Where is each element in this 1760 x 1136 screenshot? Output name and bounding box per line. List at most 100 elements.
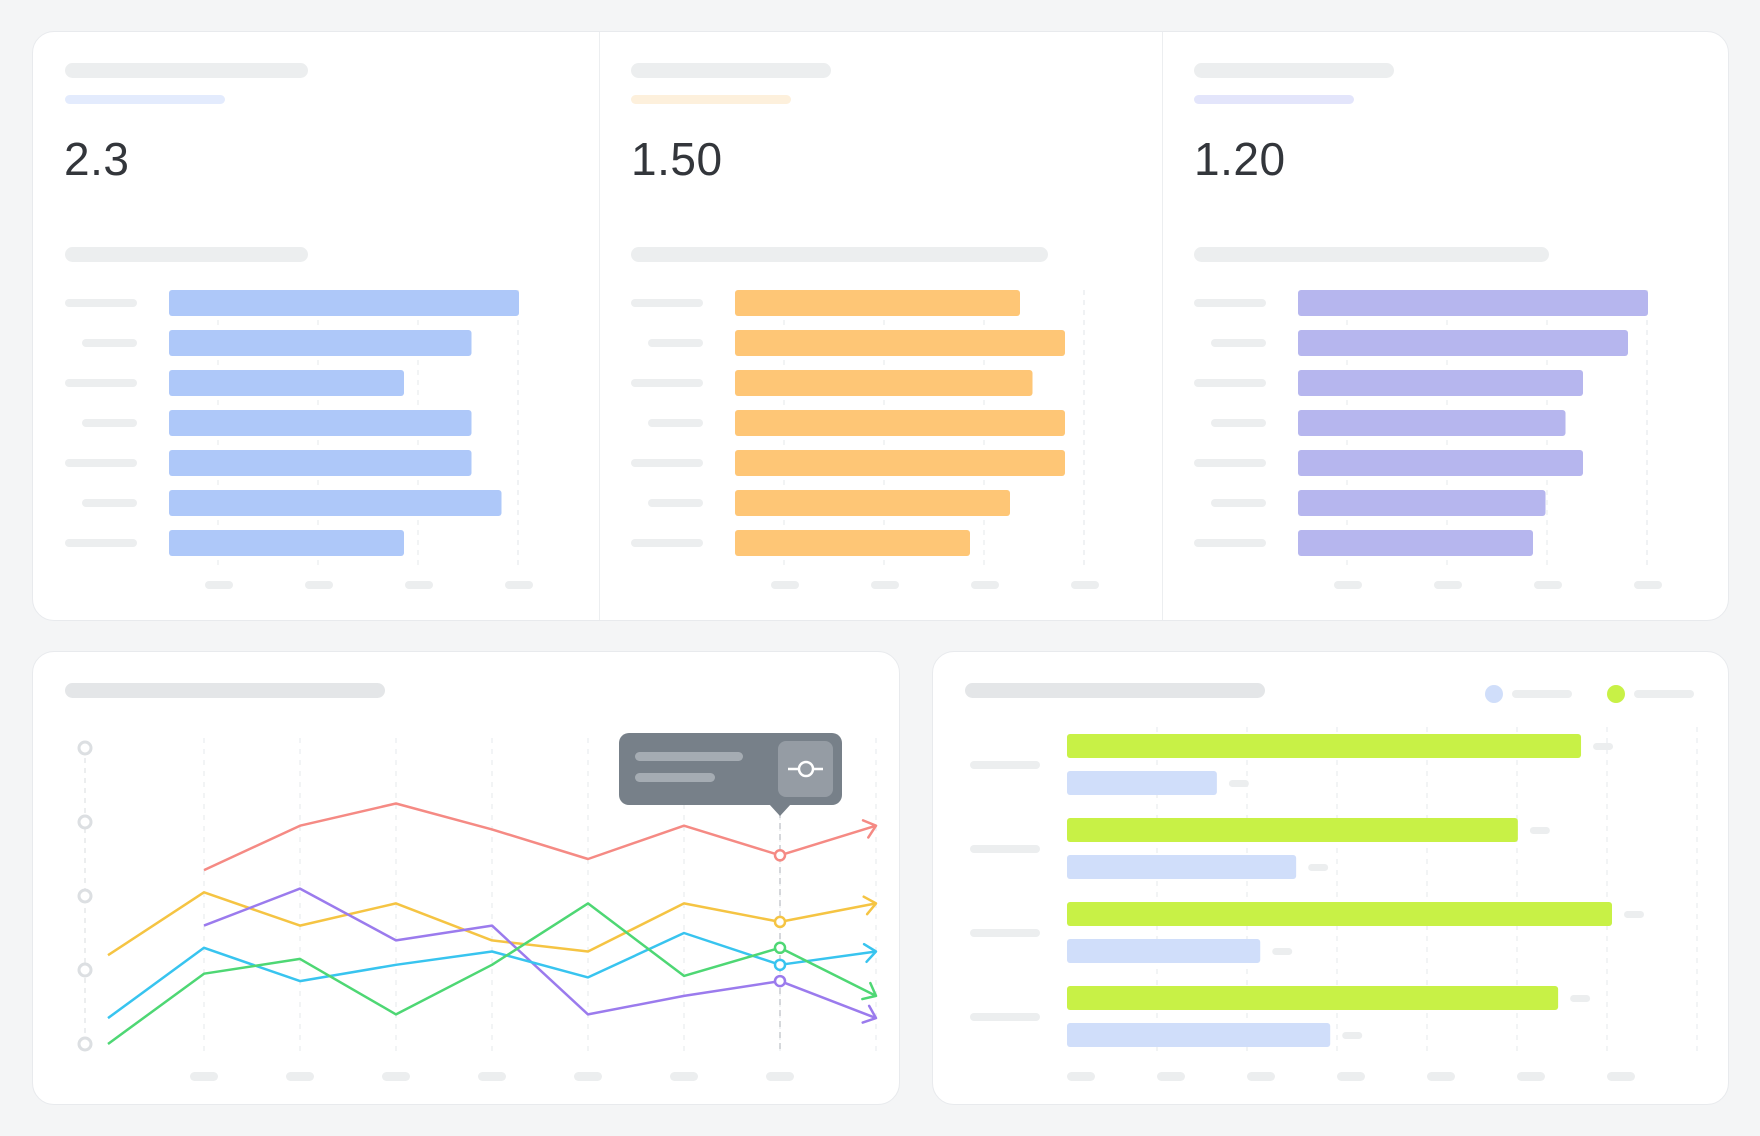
x-tick-label (286, 1072, 314, 1081)
x-tick-label (382, 1072, 410, 1081)
bar (169, 530, 404, 556)
bar (1298, 530, 1533, 556)
x-tick-label (1634, 581, 1662, 589)
y-tick-label (631, 539, 703, 547)
bar (1298, 290, 1648, 316)
bar (735, 290, 1020, 316)
y-tick-label (1194, 459, 1266, 467)
x-tick-label (871, 581, 899, 589)
bar-value-label (1272, 948, 1293, 955)
y-tick-label (1211, 499, 1266, 507)
bar (1067, 986, 1559, 1010)
bar (735, 490, 1010, 516)
bar (1067, 818, 1518, 842)
legend-swatch (1607, 685, 1625, 703)
x-tick-label (1071, 581, 1099, 589)
y-tick-label (1194, 379, 1266, 387)
y-tick-label (1194, 539, 1266, 547)
grouped-bar-chart (965, 683, 1698, 1081)
bar (1067, 771, 1217, 795)
series-arrow (861, 1004, 878, 1024)
y-tick-label (65, 459, 137, 467)
y-tick-label (970, 1013, 1040, 1021)
x-tick-label (190, 1072, 218, 1081)
y-tick-label (970, 845, 1040, 853)
x-tick-label (574, 1072, 602, 1081)
x-tick-label (405, 581, 433, 589)
x-tick-label (505, 581, 533, 589)
bar-value-label (1624, 911, 1644, 918)
bar-value-label (1593, 743, 1614, 750)
y-tick-label (1211, 419, 1266, 427)
x-tick-label (478, 1072, 506, 1081)
y-tick-marker (77, 1036, 93, 1052)
chart-title (65, 683, 385, 698)
line-chart-card (32, 651, 900, 1105)
panel-accent-line (631, 95, 791, 104)
bar (1298, 410, 1566, 436)
line-chart (65, 683, 878, 1081)
bar (169, 290, 519, 316)
chart-title (965, 683, 1265, 698)
bar-value-label (1570, 995, 1591, 1002)
tooltip-text-line (635, 773, 715, 782)
x-tick-label (1534, 581, 1562, 589)
series-arrow (861, 819, 878, 839)
chart-title (65, 247, 308, 262)
panel-accent-line (65, 95, 225, 104)
kpi-value: 1.50 (631, 133, 723, 185)
y-tick-label (82, 339, 137, 347)
kpi-bar-charts (65, 63, 1662, 589)
bar-value-label (1228, 780, 1249, 787)
series-arrow (862, 895, 878, 916)
tooltip-text-line (635, 752, 743, 761)
y-tick-marker (77, 888, 93, 904)
bar (1067, 1023, 1331, 1047)
bar (1298, 450, 1583, 476)
bar (169, 490, 502, 516)
y-tick-label (648, 419, 703, 427)
y-tick-label (648, 339, 703, 347)
x-tick-label (1434, 581, 1462, 589)
y-tick-label (82, 499, 137, 507)
bar (169, 410, 472, 436)
data-point-marker (773, 974, 787, 988)
data-point-marker (773, 915, 787, 929)
x-tick-label (766, 1072, 794, 1081)
x-tick-label (1247, 1072, 1275, 1081)
series-line (107, 902, 877, 1046)
bar (1298, 330, 1628, 356)
x-tick-label (1067, 1072, 1095, 1081)
x-tick-label (1334, 581, 1362, 589)
tooltip (619, 733, 842, 816)
panel-title (65, 63, 308, 78)
bar (735, 410, 1065, 436)
panel-divider (599, 32, 600, 620)
y-tick-label (970, 761, 1040, 769)
series-line (203, 802, 877, 872)
x-tick-label (1337, 1072, 1365, 1081)
kpi-value: 1.20 (1194, 133, 1286, 185)
series-line (107, 931, 877, 1020)
legend-label (1512, 690, 1572, 698)
x-tick-label (1607, 1072, 1635, 1081)
x-tick-label (305, 581, 333, 589)
bar (1298, 370, 1583, 396)
y-tick-label (631, 459, 703, 467)
y-tick-label (970, 929, 1040, 937)
y-tick-label (1211, 339, 1266, 347)
bar (1067, 855, 1297, 879)
x-tick-label (205, 581, 233, 589)
bar (169, 370, 404, 396)
tooltip-pointer (769, 804, 791, 816)
chart-title (631, 247, 1048, 262)
y-tick-label (631, 299, 703, 307)
kpi-value: 2.3 (64, 133, 130, 185)
bar (735, 530, 970, 556)
bar-value-label (1342, 1032, 1363, 1039)
y-tick-label (65, 379, 137, 387)
slider-icon (797, 760, 815, 778)
series-arrow (862, 942, 878, 964)
data-point-marker (773, 941, 787, 955)
bar (735, 330, 1065, 356)
